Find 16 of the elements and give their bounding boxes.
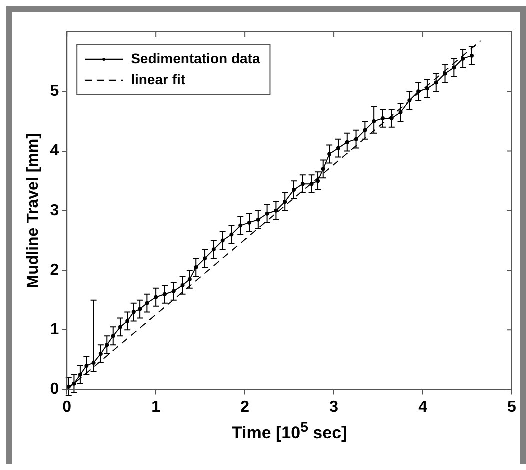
y-tick-label: 3 (50, 202, 60, 220)
x-tick-label: 0 (62, 398, 72, 416)
y-tick-label: 0 (50, 381, 60, 398)
x-tick-label: 3 (330, 398, 339, 416)
y-tick-label: 4 (50, 142, 60, 160)
x-tick-label: 4 (418, 398, 428, 416)
legend-label: Sedimentation data (131, 50, 260, 66)
x-tick-label: 2 (240, 398, 250, 416)
x-tick-label: 1 (152, 398, 161, 416)
y-tick-label: 5 (50, 83, 60, 100)
legend-label: linear fit (131, 71, 186, 88)
y-tick-label: 2 (50, 262, 60, 279)
y-tick-label: 1 (50, 322, 60, 339)
y-axis-title: Mudline Travel [mm] (25, 134, 42, 288)
x-tick-label: 5 (508, 398, 517, 416)
x-axis-title: Time [10$^{5}$ sec] (232, 420, 348, 444)
